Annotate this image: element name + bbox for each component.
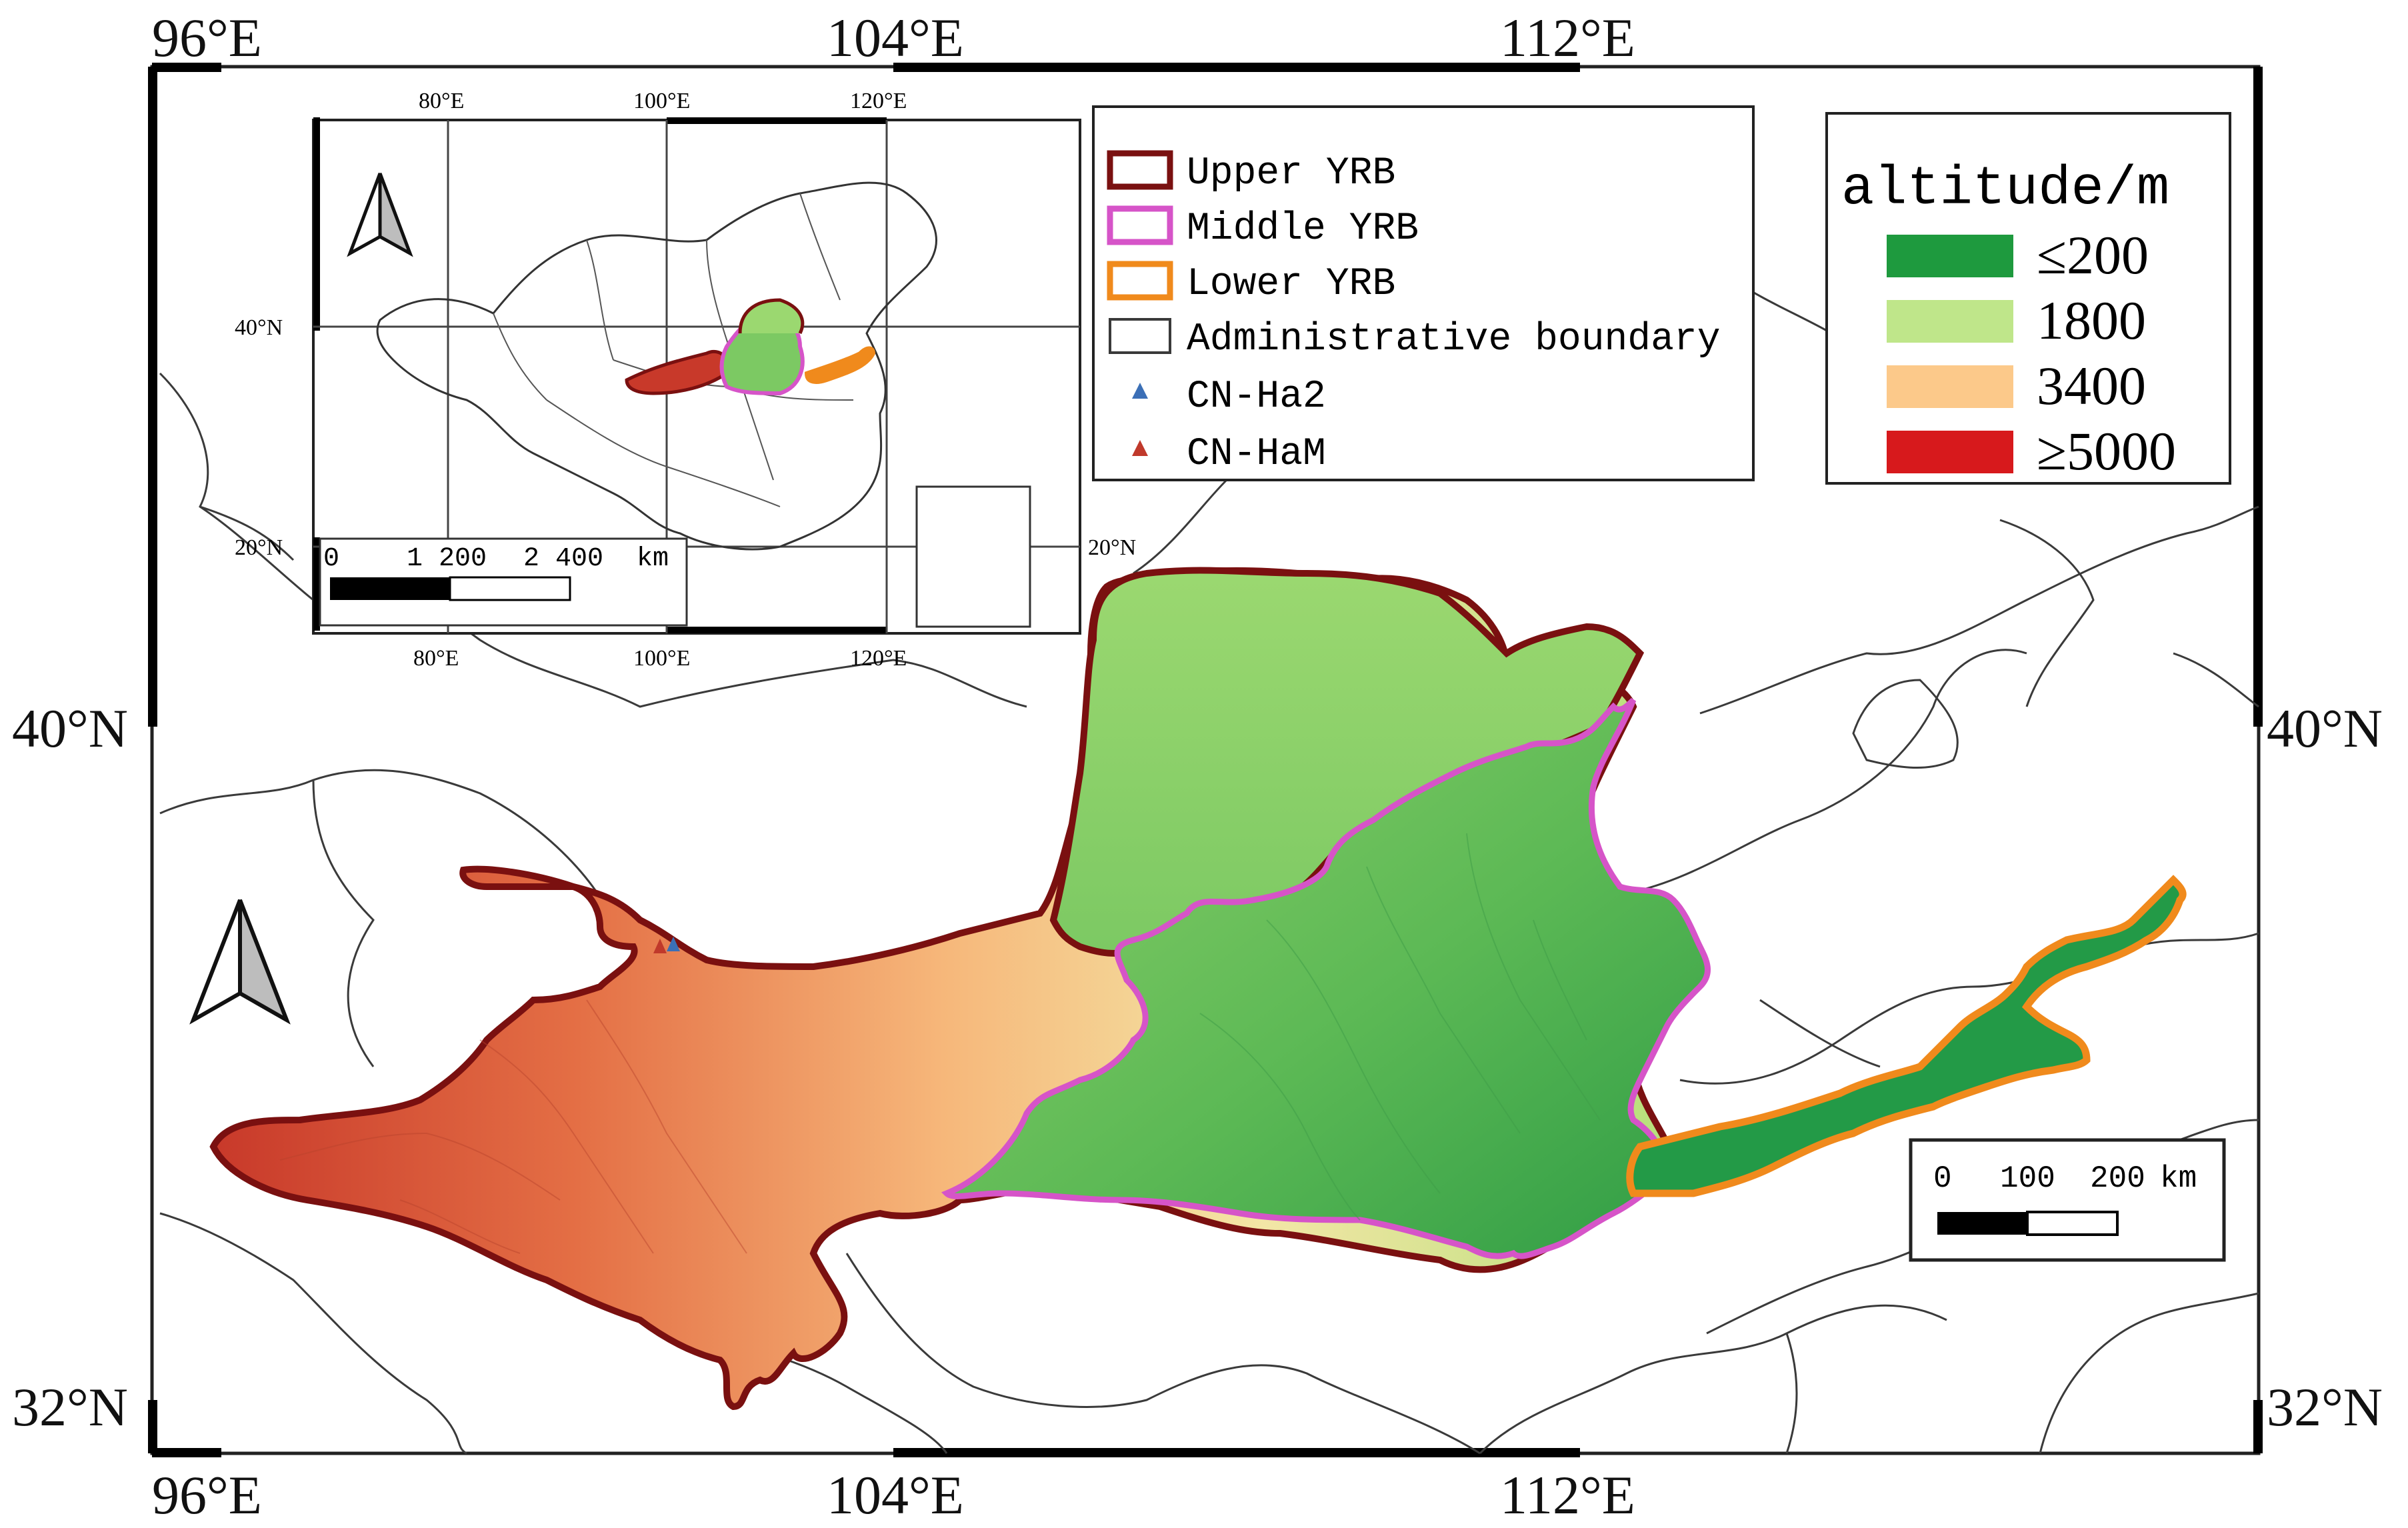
legend-upper-swatch: [1107, 150, 1173, 190]
legend-cn-ha2-label: CN-Ha2: [1187, 375, 1326, 419]
legend-upper-label: Upper YRB: [1187, 152, 1395, 195]
altitude-legend: altitude/m ≤200 1800 3400 ≥5000: [1825, 112, 2231, 485]
inset-scale-bar: 0 1 200 2 400 km: [319, 537, 688, 627]
lon-label-top-104: 104°E: [827, 7, 964, 68]
altitude-swatch-200: [1887, 235, 2013, 277]
legend-admin-label: Administrative boundary: [1187, 318, 1721, 361]
altitude-swatch-5000: [1887, 431, 2013, 473]
frame-ticks: [148, 63, 2263, 1457]
legend-cn-ham-label: CN-HaM: [1187, 433, 1326, 476]
altitude-label-3400: 3400: [2037, 355, 2146, 416]
inset-lon-bottom-100: 100°E: [633, 646, 690, 671]
inset-lon-bottom-120: 120°E: [850, 646, 907, 671]
legend-admin-swatch: [1109, 318, 1171, 354]
inset-scale-label-2400: 2 400: [523, 544, 603, 574]
legend-middle-swatch: [1107, 205, 1173, 245]
upper-terrain-texture: [279, 999, 747, 1254]
inset-north-arrow-icon: [347, 173, 413, 257]
lon-label-top-96: 96°E: [152, 7, 262, 68]
lat-label-right-40: 40°N: [2267, 698, 2383, 759]
inset-lat-right-20: 20°N: [1088, 535, 1136, 560]
main-scale-bar: 0 100 200 km: [1909, 1138, 2226, 1262]
inset-north-loop: [738, 298, 805, 335]
lat-label-left-40: 40°N: [12, 698, 128, 759]
inset-lon-bottom-80: 80°E: [413, 646, 459, 671]
inset-scale-label-1200: 1 200: [407, 544, 487, 574]
legend-cn-ham-triangle-icon: [1132, 440, 1148, 456]
inset-lon-top-100: 100°E: [633, 89, 690, 113]
altitude-label-200: ≤200: [2037, 225, 2149, 285]
inset-china-outline: [376, 181, 937, 551]
inset-lat-40: 40°N: [235, 315, 283, 340]
cn-ham-marker: [653, 939, 667, 953]
lon-label-bottom-96: 96°E: [152, 1465, 262, 1525]
inset-map: 0 1 200 2 400 km 80°E 100°E 120°E 80°E 1…: [235, 89, 1136, 671]
main-scale-label-0: 0: [1933, 1161, 1952, 1196]
legend-middle-label: Middle YRB: [1187, 207, 1419, 251]
legend-lower-label: Lower YRB: [1187, 263, 1395, 306]
lon-label-bottom-112: 112°E: [1500, 1465, 1635, 1525]
middle-yrb-region: [941, 697, 1711, 1259]
lat-label-left-32: 32°N: [12, 1377, 128, 1437]
terrain-texture: [1199, 833, 1601, 1221]
inset-scale-label-0: 0: [323, 544, 339, 574]
legend-lower-swatch: [1107, 261, 1173, 301]
altitude-legend-title: altitude/m: [1841, 158, 2169, 220]
lon-label-top-112: 112°E: [1500, 7, 1635, 68]
altitude-label-1800: 1800: [2037, 290, 2146, 351]
altitude-label-5000: ≥5000: [2037, 421, 2176, 481]
site-markers: [653, 937, 680, 953]
north-arrow-icon: [189, 899, 291, 1025]
cn-ha2-marker: [667, 937, 680, 951]
lower-yrb-region: [1626, 875, 2187, 1197]
altitude-swatch-1800: [1887, 300, 2013, 343]
inset-lon-top-80: 80°E: [419, 89, 464, 113]
legend-cn-ha2-triangle-icon: [1132, 383, 1148, 399]
altitude-swatch-3400: [1887, 365, 2013, 408]
boundary-legend: Upper YRB Middle YRB Lower YRB Administr…: [1092, 105, 1755, 481]
lat-label-right-32: 32°N: [2267, 1377, 2383, 1437]
inset-scale-label-km: km: [637, 544, 669, 574]
main-scale-label-km: km: [2160, 1161, 2197, 1196]
main-scale-label-200: 200: [2090, 1161, 2145, 1196]
inset-lon-top-120: 120°E: [850, 89, 907, 113]
inset-lower-yrb: [804, 346, 876, 384]
inset-lat-20: 20°N: [235, 535, 283, 560]
lon-label-bottom-104: 104°E: [827, 1465, 964, 1525]
south-china-sea-inset: [915, 485, 1031, 628]
main-scale-label-100: 100: [2000, 1161, 2055, 1196]
